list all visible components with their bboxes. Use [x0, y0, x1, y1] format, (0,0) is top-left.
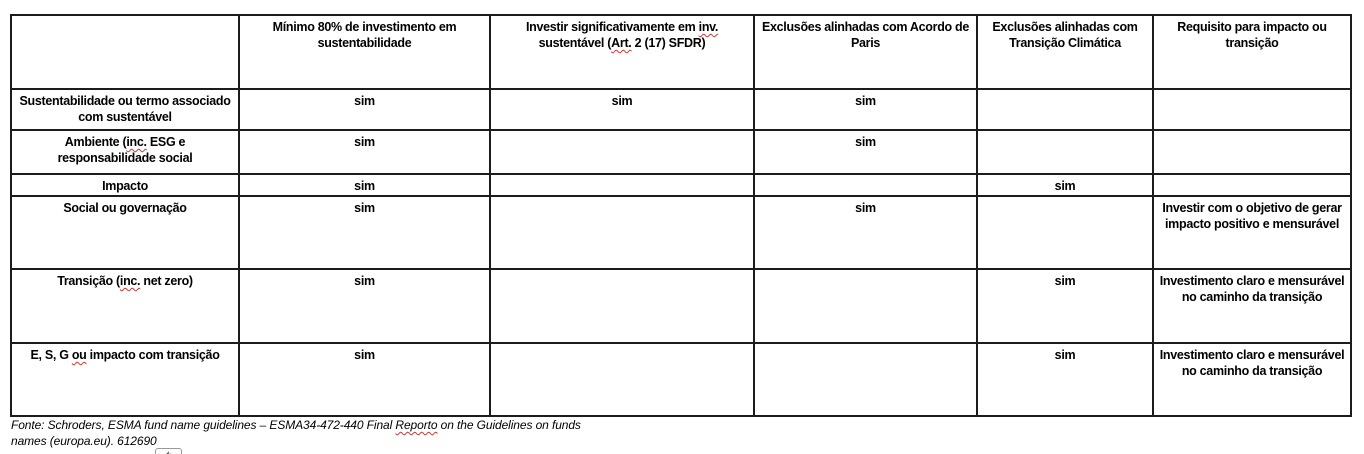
cell-value: [753, 342, 978, 417]
cell-value: sim: [489, 88, 755, 131]
text-segment: Transição (: [57, 274, 120, 288]
row-label-transicao: Transição (inc. net zero): [10, 268, 240, 344]
cell-value: [976, 195, 1154, 270]
cell-value: sim: [238, 268, 491, 344]
cell-value: [489, 173, 755, 197]
cell-value: sim: [753, 88, 978, 131]
text-segment: Impacto: [102, 179, 148, 193]
row-label-ambiente: Ambiente (inc. ESG e responsabilidade so…: [10, 129, 240, 175]
text-segment: net zero): [140, 274, 193, 288]
spellcheck-flagged-text: inv.: [698, 20, 719, 34]
table-row-social-governacao: Social ou governação sim sim Investir co…: [10, 195, 1352, 270]
table-row-transicao: Transição (inc. net zero) sim sim Invest…: [10, 268, 1352, 344]
cell-value: [976, 88, 1154, 131]
header-cell-exclusions-climate: Exclusões alinhadas com Transição Climát…: [976, 14, 1154, 90]
cell-value: sim: [238, 129, 491, 175]
footnote-line2: names (europa.eu). 612690: [11, 434, 157, 448]
table-row-sustentabilidade: Sustentabilidade ou termo associado com …: [10, 88, 1352, 131]
header-cell-min-80: Mínimo 80% de investimento em sustentabi…: [238, 14, 491, 90]
cell-value: [753, 173, 978, 197]
header-cell-empty: [10, 14, 240, 90]
cell-value: sim: [238, 195, 491, 270]
text-segment: sustentável (: [538, 36, 612, 50]
text-segment: Sustentabilidade ou termo associado com …: [19, 94, 231, 124]
spellcheck-flagged-text: inc.: [126, 135, 147, 149]
cell-value: [489, 129, 755, 175]
cell-value: [489, 268, 755, 344]
table-row-ambiente: Ambiente (inc. ESG e responsabilidade so…: [10, 129, 1352, 175]
cell-value: [1152, 129, 1352, 175]
text-segment: Fonte: Schroders, ESMA fund name guideli…: [11, 418, 396, 432]
fund-name-guidelines-table: Mínimo 80% de investimento em sustentabi…: [10, 14, 1352, 417]
footnote-line1: Fonte: Schroders, ESMA fund name guideli…: [11, 417, 581, 433]
text-segment: impacto com transição: [86, 348, 220, 362]
spellcheck-flagged-text: inc.: [119, 274, 141, 288]
cell-value: [753, 268, 978, 344]
row-label-sustentabilidade: Sustentabilidade ou termo associado com …: [10, 88, 240, 131]
text-segment: Social ou governação: [63, 201, 187, 215]
text-segment: on the Guidelines on funds: [437, 418, 581, 432]
lightning-icon: [165, 451, 172, 454]
cell-value: Investimento claro e mensurável no camin…: [1152, 268, 1352, 344]
table-header-row: Mínimo 80% de investimento em sustentabi…: [10, 14, 1352, 90]
header-cell-exclusions-paris: Exclusões alinhadas com Acordo de Paris: [753, 14, 978, 90]
cell-value: [1152, 173, 1352, 197]
table-row-esg-impacto-transicao: E, S, G ou impacto com transição sim sim…: [10, 342, 1352, 417]
spellcheck-flagged-text: ou: [71, 348, 87, 362]
cell-value: sim: [238, 342, 491, 417]
cell-value: Investir com o objetivo de gerar impacto…: [1152, 195, 1352, 270]
text-segment: E, S, G: [30, 348, 72, 362]
cell-value: [489, 195, 755, 270]
table-row-impacto: Impacto sim sim: [10, 173, 1352, 197]
cell-value: [489, 342, 755, 417]
text-segment: Investir significativamente em: [525, 20, 699, 34]
header-cell-impact-requirement: Requisito para impacto ou transição: [1152, 14, 1352, 90]
source-footnote: Fonte: Schroders, ESMA fund name guideli…: [11, 417, 581, 449]
cell-value: sim: [753, 129, 978, 175]
cell-value: Investimento claro e mensurável no camin…: [1152, 342, 1352, 417]
cell-value: [976, 129, 1154, 175]
spellcheck-flagged-text: Art.: [611, 36, 632, 50]
row-label-social-governacao: Social ou governação: [10, 195, 240, 270]
cell-value: sim: [976, 173, 1154, 197]
spellcheck-flagged-text: Reporto: [395, 418, 438, 432]
row-label-esg-impacto-transicao: E, S, G ou impacto com transição: [10, 342, 240, 417]
cell-value: sim: [238, 88, 491, 131]
cell-value: sim: [753, 195, 978, 270]
cell-value: sim: [238, 173, 491, 197]
cell-value: sim: [976, 342, 1154, 417]
row-label-impacto: Impacto: [10, 173, 240, 197]
cell-value: sim: [976, 268, 1154, 344]
autocorrect-options-button[interactable]: [155, 448, 182, 454]
text-segment: 2 (17) SFDR): [631, 36, 706, 50]
header-cell-invest-sfdr: Investir significativamente em inv. sust…: [489, 14, 755, 90]
text-segment: ESG e responsabilidade social: [57, 135, 193, 165]
cell-value: [1152, 88, 1352, 131]
text-segment: Ambiente (: [64, 135, 127, 149]
